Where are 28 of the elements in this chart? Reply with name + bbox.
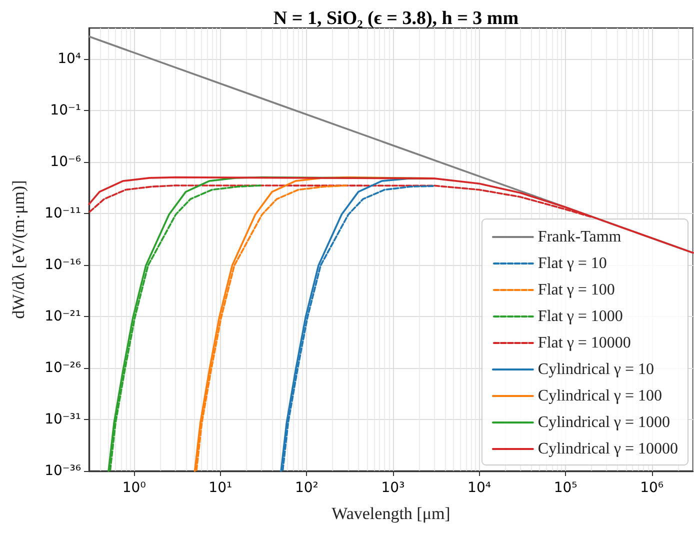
y-tick-label: 10⁻¹⁶ [44, 256, 82, 273]
legend-label: Frank-Tamm [538, 228, 622, 246]
y-tick-label: 10⁻²⁶ [44, 360, 82, 376]
legend-label: Cylindrical γ = 10 [538, 361, 654, 378]
legend-label: Cylindrical γ = 100 [538, 388, 662, 404]
x-tick-label: 10¹ [208, 480, 232, 496]
x-tick-label: 10⁰ [122, 480, 146, 496]
legend-label: Cylindrical γ = 1000 [538, 414, 670, 431]
y-tick-label: 10⁻²¹ [44, 308, 81, 324]
legend-label: Flat γ = 1000 [538, 308, 623, 325]
x-tick-label: 10³ [381, 480, 405, 496]
x-tick-label: 10² [294, 480, 318, 496]
y-axis-title: dW/dλ [eV/(m·μm)] [9, 180, 28, 319]
y-tick-label: 10⁻³⁶ [44, 463, 82, 479]
legend-label: Cylindrical γ = 10000 [538, 440, 678, 458]
x-axis-title: Wavelength [μm] [332, 504, 450, 523]
y-tick-label: 10⁻³¹ [44, 411, 81, 428]
y-tick-label: 10⁻¹ [50, 102, 81, 118]
chart-title: N = 1, SiO₂ (ϵ = 3.8), h = 3 mm [273, 8, 519, 29]
y-tick-label: 10⁻⁶ [50, 154, 82, 170]
y-tick-label: 10⁴ [58, 50, 82, 67]
x-tick-label: 10⁵ [554, 480, 578, 496]
x-tick-label: 10⁶ [640, 480, 664, 496]
legend-label: Flat γ = 10000 [538, 334, 631, 352]
x-tick-label: 10⁴ [468, 480, 492, 496]
legend-label: Flat γ = 100 [538, 282, 615, 298]
legend-label: Flat γ = 10 [538, 255, 607, 272]
y-tick-label: 10⁻¹¹ [44, 205, 81, 222]
